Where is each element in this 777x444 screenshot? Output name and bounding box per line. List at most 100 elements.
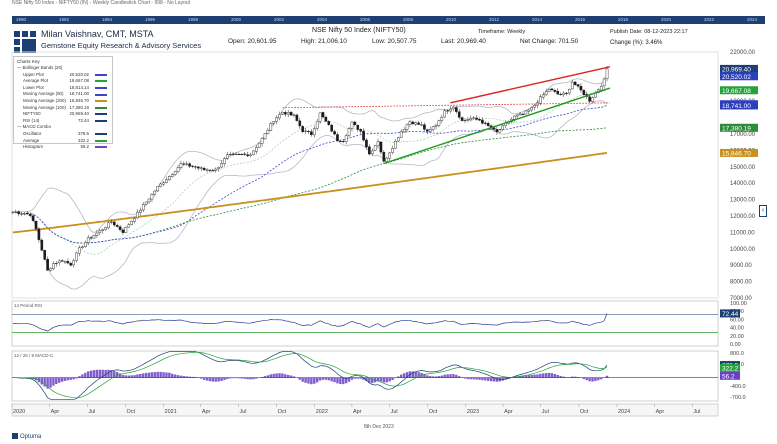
year-navigator-bar[interactable]: 1990 1992 1994 1996 1998 2000 2002 2004 2006 2008… <box>12 16 765 24</box>
candlestick <box>115 225 119 227</box>
candlestick <box>66 261 70 264</box>
macd-axis-label: -700.0 <box>730 395 746 401</box>
candlestick <box>397 137 400 142</box>
candlestick <box>318 112 322 122</box>
price-axis-label: 8000.00 <box>730 280 752 286</box>
macd-oscillator-line <box>12 351 608 400</box>
time-axis-label: Apr <box>353 409 362 415</box>
legend-row-value: 18,741.00 <box>69 91 89 97</box>
candlestick <box>141 204 145 211</box>
price-tag-text: 17,380.19 <box>722 125 751 132</box>
year-bar-label[interactable]: 2024 <box>747 17 758 22</box>
candlestick <box>286 112 290 115</box>
macd-histogram-bar <box>86 371 90 378</box>
candlestick <box>226 154 229 159</box>
macd-histogram-bar <box>521 375 525 378</box>
candlestick <box>333 131 336 135</box>
year-bar-label[interactable]: 2006 <box>360 17 371 22</box>
author-name: Milan Vaishnav, CMT, MSTA <box>41 29 154 39</box>
macd-histogram-bar <box>171 373 174 378</box>
year-bar-label[interactable]: 1990 <box>16 17 27 22</box>
moving-average-200-line <box>12 152 608 234</box>
year-bar-label[interactable]: 2002 <box>274 17 285 22</box>
candlestick <box>495 129 499 133</box>
macd-histogram-bar <box>368 377 371 383</box>
candlestick <box>579 85 583 91</box>
year-bar-label[interactable]: 2022 <box>704 17 715 22</box>
macd-histogram-bar <box>162 372 165 378</box>
candlestick <box>385 157 389 162</box>
candlestick <box>440 117 444 121</box>
candlestick <box>14 211 18 213</box>
candlestick <box>533 104 536 108</box>
macd-histogram-bar <box>605 375 609 378</box>
year-bar-label[interactable]: 2008 <box>403 17 414 22</box>
bollinger-upper-line <box>12 76 608 233</box>
macd-histogram-bar <box>440 375 444 378</box>
trendline <box>450 66 611 104</box>
macd-histogram-bar <box>249 377 252 380</box>
macd-histogram-bar <box>431 376 435 378</box>
year-bar-label[interactable]: 2012 <box>489 17 500 22</box>
optuma-brand: Optuma <box>20 434 42 440</box>
macd-histogram-bar <box>536 374 539 378</box>
macd-histogram-bar <box>478 377 481 380</box>
year-bar-label[interactable]: 1998 <box>188 17 199 22</box>
candlestick <box>455 107 458 112</box>
price-panel-frame <box>11 51 719 299</box>
macd-histogram-bar <box>353 377 357 379</box>
macd-histogram-bar <box>437 376 441 378</box>
candlestick <box>428 129 432 132</box>
candlestick <box>478 118 481 121</box>
legend-group-title: — Bollinger Bands (20) <box>17 65 63 70</box>
macd-histogram-bar <box>501 377 504 381</box>
candlestick <box>179 163 183 168</box>
candlestick <box>379 141 383 153</box>
macd-histogram-bar <box>179 375 183 378</box>
macd-histogram-bar <box>472 377 475 380</box>
macd-axis-label: 800.0 <box>730 351 744 357</box>
price-tag-box <box>720 101 758 110</box>
candlestick <box>17 211 20 214</box>
price-axis-label: 17000.00 <box>730 132 756 138</box>
legend-row-label: Moving Average (50) <box>23 91 64 97</box>
candlestick <box>591 97 594 102</box>
macd-histogram-bar <box>191 376 194 378</box>
year-bar-label[interactable]: 2014 <box>532 17 543 22</box>
macd-histogram-bar <box>72 377 75 380</box>
candlestick <box>576 84 580 87</box>
macd-histogram-bar <box>443 374 446 378</box>
price-tag-box <box>720 123 758 132</box>
macd-histogram-bar <box>414 371 417 378</box>
optuma-logo: Optuma <box>12 433 41 440</box>
macd-histogram-bar <box>530 374 533 378</box>
year-bar-label[interactable]: 1994 <box>102 17 113 22</box>
macd-histogram-bar <box>411 371 415 378</box>
year-bar-label[interactable]: 2018 <box>618 17 629 22</box>
legend-row-value: 322.2 <box>78 137 89 143</box>
macd-histogram-bar <box>553 373 557 378</box>
macd-histogram-bar <box>205 377 209 381</box>
year-bar-label[interactable]: 2004 <box>317 17 328 22</box>
macd-histogram-bar <box>458 376 461 378</box>
candlestick <box>469 117 473 121</box>
panel-expand-handle[interactable]: ‹ <box>759 205 767 217</box>
year-bar-label[interactable]: 1996 <box>145 17 156 22</box>
year-bar-label[interactable]: 1992 <box>59 17 70 22</box>
year-bar-label[interactable]: 2016 <box>575 17 586 22</box>
macd-histogram-bar <box>237 377 241 379</box>
year-bar-label[interactable]: 2020 <box>661 17 672 22</box>
macd-histogram-bar <box>124 375 128 378</box>
top-caption-text: NSE Nifty 50 Index - NIFTY50 (IN) - Week… <box>12 0 191 6</box>
macd-histogram-bar <box>194 377 197 378</box>
macd-histogram-bar <box>260 377 264 378</box>
candlestick <box>553 90 557 92</box>
time-axis-frame <box>11 403 719 417</box>
legend-row-label: Histogram <box>23 144 44 150</box>
year-bar-label[interactable]: 2000 <box>231 17 242 22</box>
candlestick <box>72 260 75 266</box>
candlestick <box>86 237 90 243</box>
last-value: Last: 20,969.40 <box>441 38 486 45</box>
year-bar-label[interactable]: 2010 <box>446 17 457 22</box>
